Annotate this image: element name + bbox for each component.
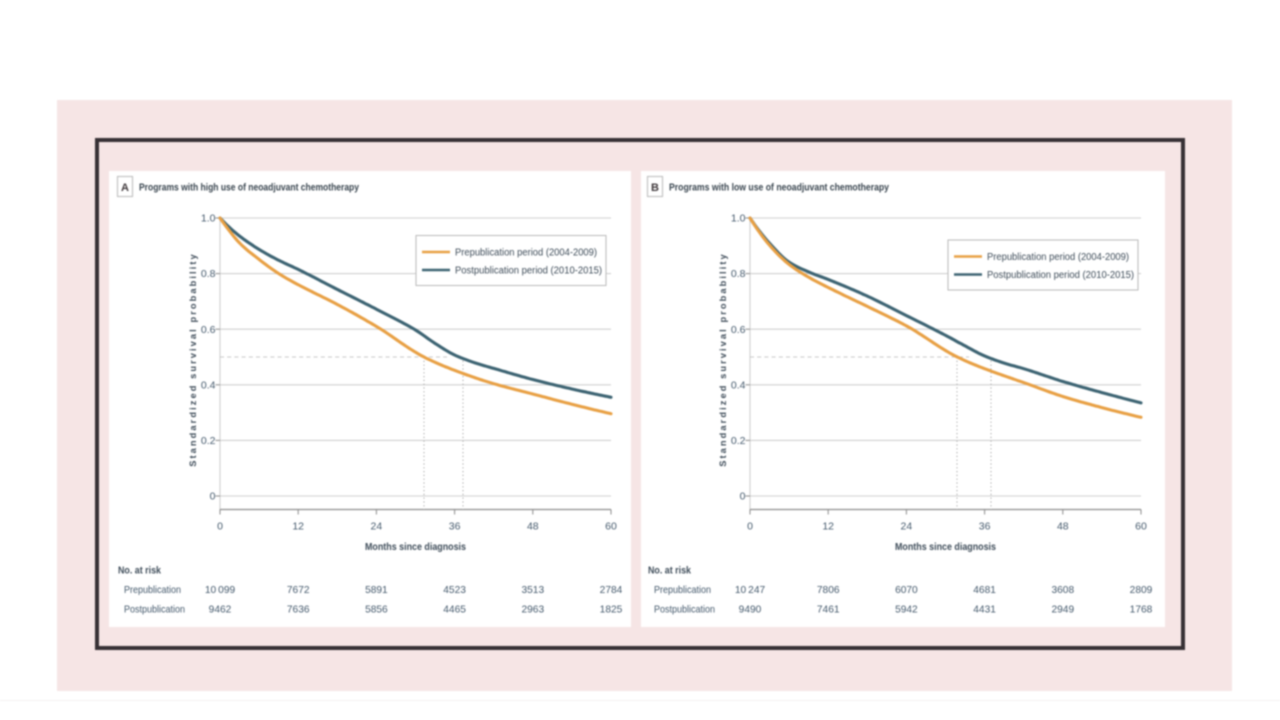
svg-text:3513: 3513 — [521, 585, 544, 596]
svg-text:1768: 1768 — [1130, 605, 1153, 616]
svg-text:2949: 2949 — [1051, 605, 1074, 616]
svg-text:Months since diagnosis: Months since diagnosis — [895, 541, 996, 553]
svg-text:No. at risk: No. at risk — [648, 566, 691, 577]
svg-text:Months since diagnosis: Months since diagnosis — [365, 541, 466, 553]
svg-text:0.4: 0.4 — [201, 379, 216, 391]
svg-text:Prepublication: Prepublication — [654, 585, 711, 596]
svg-text:5891: 5891 — [365, 585, 388, 596]
svg-text:6070: 6070 — [895, 585, 918, 596]
svg-text:Standardized survival probabil: Standardized survival probability — [188, 252, 198, 467]
svg-text:4465: 4465 — [443, 605, 466, 616]
svg-text:Programs with low use of neoad: Programs with low use of neoadjuvant che… — [669, 182, 889, 194]
svg-text:2963: 2963 — [521, 605, 544, 616]
svg-text:Prepublication: Prepublication — [124, 585, 181, 596]
svg-text:7636: 7636 — [287, 605, 310, 616]
svg-text:1.0: 1.0 — [201, 213, 216, 225]
svg-text:Standardized survival probabil: Standardized survival probability — [718, 252, 728, 467]
svg-text:4431: 4431 — [973, 605, 996, 616]
svg-text:0: 0 — [217, 521, 223, 533]
svg-text:0.2: 0.2 — [731, 435, 746, 447]
svg-text:Programs with high use of neoa: Programs with high use of neoadjuvant ch… — [139, 182, 359, 194]
svg-text:Postpublication period (2010-2: Postpublication period (2010-2015) — [455, 266, 602, 277]
svg-text:1.0: 1.0 — [731, 213, 746, 225]
svg-text:B: B — [651, 182, 659, 194]
svg-text:0: 0 — [747, 521, 753, 533]
svg-text:24: 24 — [371, 521, 383, 533]
svg-text:4523: 4523 — [443, 585, 466, 596]
svg-text:0.8: 0.8 — [731, 268, 746, 280]
svg-text:7672: 7672 — [287, 585, 310, 596]
svg-text:No. at risk: No. at risk — [118, 566, 161, 577]
svg-text:0.8: 0.8 — [201, 268, 216, 280]
svg-text:Postpublication: Postpublication — [654, 605, 715, 616]
svg-text:5942: 5942 — [895, 605, 918, 616]
svg-text:36: 36 — [449, 521, 461, 533]
svg-text:1825: 1825 — [600, 605, 623, 616]
svg-text:60: 60 — [605, 521, 617, 533]
svg-text:48: 48 — [1057, 521, 1069, 533]
svg-text:Prepublication period (2004-20: Prepublication period (2004-2009) — [455, 248, 597, 259]
svg-text:36: 36 — [979, 521, 991, 533]
svg-text:3608: 3608 — [1051, 585, 1074, 596]
svg-text:A: A — [121, 182, 129, 194]
svg-text:0.6: 0.6 — [731, 324, 746, 336]
svg-text:48: 48 — [527, 521, 539, 533]
svg-text:0.4: 0.4 — [731, 379, 746, 391]
svg-text:0.6: 0.6 — [201, 324, 216, 336]
svg-text:12: 12 — [822, 521, 834, 533]
svg-text:7806: 7806 — [817, 585, 840, 596]
svg-text:10 247: 10 247 — [735, 585, 766, 596]
svg-text:0: 0 — [210, 491, 216, 503]
svg-text:60: 60 — [1135, 521, 1147, 533]
svg-text:2784: 2784 — [600, 585, 623, 596]
svg-text:24: 24 — [901, 521, 913, 533]
svg-text:Postpublication: Postpublication — [124, 605, 185, 616]
svg-text:5856: 5856 — [365, 605, 388, 616]
svg-text:2809: 2809 — [1130, 585, 1153, 596]
svg-text:Prepublication period (2004-20: Prepublication period (2004-2009) — [987, 252, 1129, 263]
svg-text:0: 0 — [740, 491, 746, 503]
svg-text:4681: 4681 — [973, 585, 996, 596]
svg-text:0.2: 0.2 — [201, 435, 216, 447]
svg-text:12: 12 — [292, 521, 304, 533]
svg-text:9490: 9490 — [739, 605, 762, 616]
svg-text:9462: 9462 — [209, 605, 232, 616]
svg-text:10 099: 10 099 — [205, 585, 236, 596]
svg-text:7461: 7461 — [817, 605, 840, 616]
svg-text:Postpublication period (2010-2: Postpublication period (2010-2015) — [987, 270, 1134, 281]
